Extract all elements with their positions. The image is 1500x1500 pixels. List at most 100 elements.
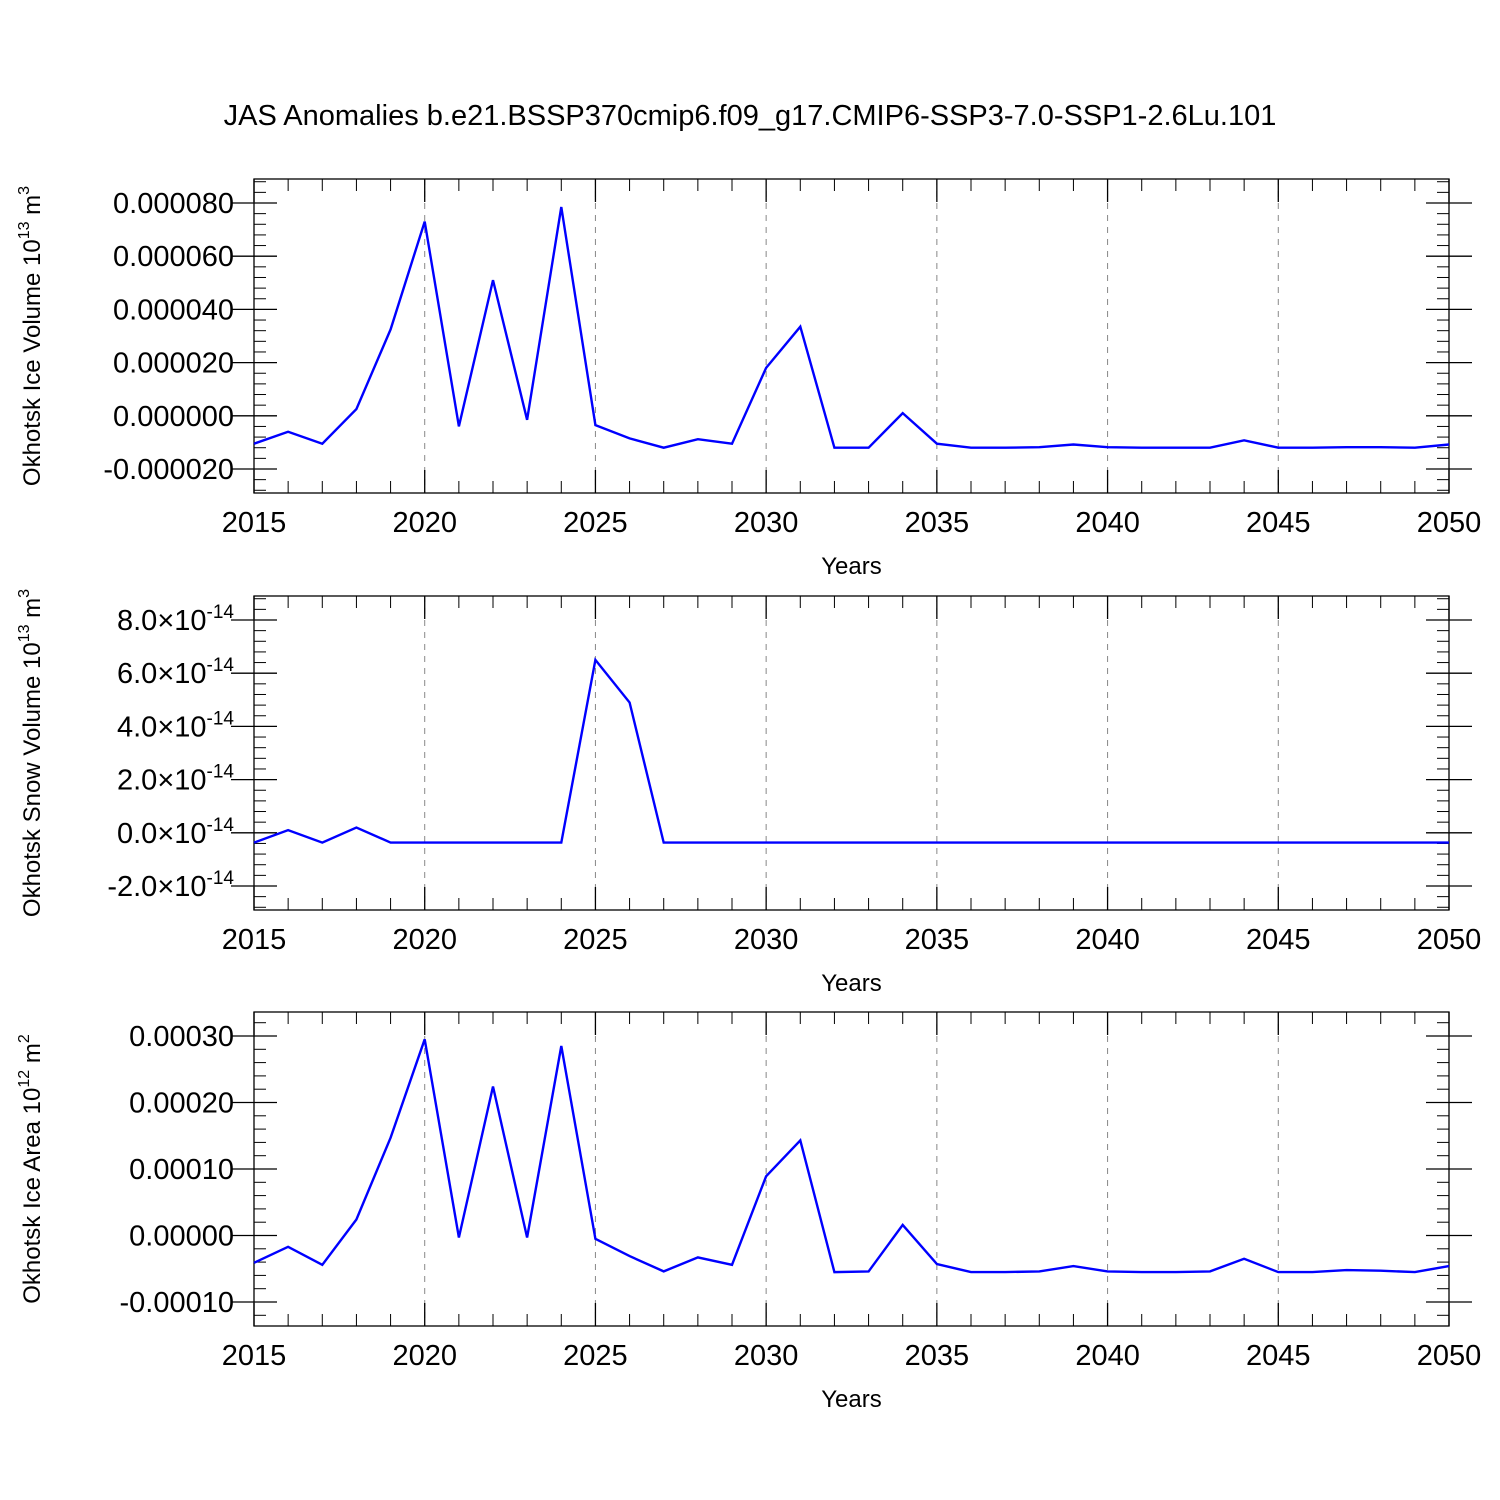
data-point	[287, 1246, 289, 1248]
data-point	[1345, 841, 1347, 843]
y-tick-label: -0.00010	[120, 1287, 235, 1319]
data-point	[526, 1236, 528, 1238]
data-point	[1141, 1271, 1143, 1273]
data-point	[1380, 841, 1382, 843]
data-point	[389, 841, 391, 843]
x-tick-label: 2025	[563, 1340, 628, 1372]
x-tick-label: 2020	[392, 1340, 457, 1372]
x-axis-label: Years	[821, 970, 882, 997]
data-point	[253, 443, 255, 445]
x-tick-label: 2030	[734, 1340, 799, 1372]
y-tick-label: 0.00030	[129, 1021, 234, 1053]
data-point	[424, 1038, 426, 1040]
data-point	[560, 841, 562, 843]
chart-panel-3: -0.00010 0.00000 0.00010 0.00020 0.00030 2015…	[16, 1011, 1481, 1413]
data-point	[628, 701, 630, 703]
x-tick-label: 2035	[905, 507, 970, 539]
data-point	[628, 1255, 630, 1257]
data-point	[1209, 841, 1211, 843]
data-point	[321, 841, 323, 843]
data-point	[389, 1137, 391, 1139]
y-tick-label: 0.00010	[129, 1154, 234, 1186]
data-point	[1277, 841, 1279, 843]
x-tick-label: 2030	[734, 507, 799, 539]
data-point	[1243, 1258, 1245, 1260]
data-point	[1414, 1271, 1416, 1273]
data-point	[867, 841, 869, 843]
data-point	[526, 419, 528, 421]
y-tick-label: 0.000060	[113, 241, 234, 273]
data-point	[1141, 841, 1143, 843]
x-tick-label: 2025	[563, 507, 628, 539]
y-axis-label: Okhotsk Ice Area 1012 m2	[16, 1034, 46, 1304]
data-point	[697, 1256, 699, 1258]
x-axis-label: Years	[821, 1386, 882, 1413]
data-point	[731, 841, 733, 843]
data-point	[1311, 841, 1313, 843]
data-point	[1175, 1271, 1177, 1273]
data-point	[1106, 841, 1108, 843]
x-tick-label: 2050	[1417, 507, 1482, 539]
data-point	[970, 1271, 972, 1273]
y-tick-label: 0.0×10-14	[117, 815, 234, 850]
x-tick-label: 2020	[392, 924, 457, 956]
data-point	[1380, 446, 1382, 448]
data-point	[936, 1263, 938, 1265]
data-point	[560, 1045, 562, 1047]
data-point	[1175, 447, 1177, 449]
x-axis-label: Years	[821, 553, 882, 580]
data-point	[321, 1264, 323, 1266]
x-tick-label: 2040	[1075, 507, 1140, 539]
y-tick-label: 6.0×10-14	[117, 655, 234, 690]
series-line	[253, 206, 1450, 449]
data-point	[936, 443, 938, 445]
data-point	[1414, 447, 1416, 449]
data-point	[1106, 1270, 1108, 1272]
x-tick-label: 2015	[222, 1340, 287, 1372]
data-point	[1004, 841, 1006, 843]
data-point	[1277, 1271, 1279, 1273]
y-tick-label: 8.0×10-14	[117, 602, 234, 637]
data-point	[663, 841, 665, 843]
data-point	[1209, 1270, 1211, 1272]
data-point	[1448, 841, 1450, 843]
data-point	[867, 1270, 869, 1272]
data-point	[833, 841, 835, 843]
data-point	[1380, 1270, 1382, 1272]
data-point	[594, 424, 596, 426]
x-tick-label: 2050	[1417, 924, 1482, 956]
data-point	[970, 841, 972, 843]
data-point	[355, 826, 357, 828]
data-point	[663, 1270, 665, 1272]
series-line	[253, 1038, 1450, 1274]
x-tick-label: 2030	[734, 924, 799, 956]
data-point	[731, 443, 733, 445]
data-point	[1448, 1265, 1450, 1267]
data-point	[594, 659, 596, 661]
x-tick-label: 2045	[1246, 924, 1311, 956]
data-point	[1345, 1269, 1347, 1271]
data-point	[458, 841, 460, 843]
data-point	[697, 841, 699, 843]
data-point	[902, 841, 904, 843]
x-tick-label: 2025	[563, 924, 628, 956]
data-point	[663, 447, 665, 449]
x-tick-label: 2015	[222, 507, 287, 539]
y-tick-label: 2.0×10-14	[117, 762, 234, 797]
data-point	[1243, 841, 1245, 843]
data-point	[560, 206, 562, 208]
data-point	[492, 279, 494, 281]
data-point	[458, 1236, 460, 1238]
x-tick-label: 2045	[1246, 507, 1311, 539]
x-tick-label: 2035	[905, 1340, 970, 1372]
data-point	[355, 1218, 357, 1220]
data-point	[594, 1238, 596, 1240]
data-point	[1072, 443, 1074, 445]
data-point	[1004, 1271, 1006, 1273]
data-point	[867, 447, 869, 449]
data-point	[1038, 446, 1040, 448]
data-point	[1072, 841, 1074, 843]
data-point	[253, 1262, 255, 1264]
data-point	[287, 431, 289, 433]
